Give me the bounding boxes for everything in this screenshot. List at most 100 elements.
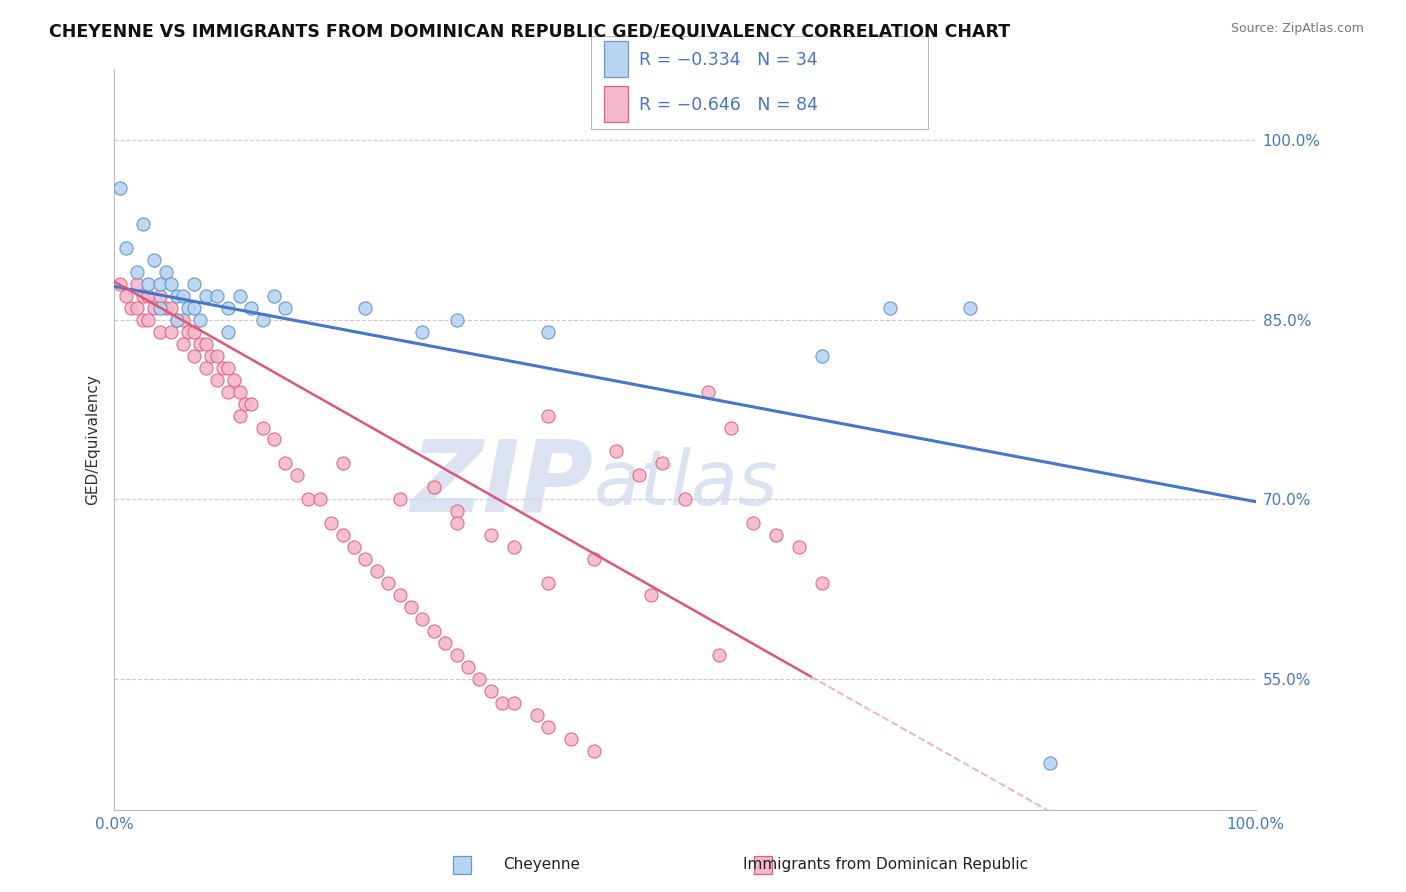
Point <box>537 576 560 591</box>
Point <box>479 528 502 542</box>
Point <box>132 313 155 327</box>
Point <box>252 313 274 327</box>
Point <box>188 336 211 351</box>
Point <box>709 648 731 662</box>
Point <box>696 384 718 399</box>
Point <box>446 313 468 327</box>
Point <box>560 731 582 746</box>
Point <box>132 289 155 303</box>
Bar <box>605 41 627 77</box>
Point <box>125 265 148 279</box>
Point <box>155 265 177 279</box>
Point <box>640 588 662 602</box>
Point <box>308 492 330 507</box>
Point <box>183 349 205 363</box>
Point <box>651 457 673 471</box>
Point <box>491 696 513 710</box>
Point <box>138 277 160 291</box>
Point <box>132 217 155 231</box>
Point <box>194 289 217 303</box>
Point <box>502 696 524 710</box>
Point <box>537 325 560 339</box>
Point <box>183 325 205 339</box>
Point <box>787 540 810 554</box>
Point <box>108 277 131 291</box>
Point <box>125 277 148 291</box>
Point <box>172 289 194 303</box>
Text: R = −0.646   N = 84: R = −0.646 N = 84 <box>640 95 818 113</box>
Point <box>149 301 172 315</box>
Point <box>411 612 433 626</box>
Point <box>468 672 491 686</box>
Point <box>537 409 560 423</box>
Point <box>399 600 422 615</box>
Point <box>160 277 183 291</box>
Point <box>194 336 217 351</box>
Point <box>114 289 136 303</box>
Point <box>354 301 377 315</box>
Point <box>457 660 479 674</box>
Point <box>366 564 388 578</box>
Point <box>742 516 765 531</box>
Point <box>526 707 548 722</box>
Point <box>200 349 222 363</box>
Point <box>160 325 183 339</box>
Point <box>205 349 228 363</box>
Point <box>811 576 834 591</box>
Point <box>217 360 239 375</box>
Point <box>479 683 502 698</box>
Point <box>177 301 200 315</box>
Point <box>377 576 399 591</box>
Point <box>205 289 228 303</box>
Point <box>411 325 433 339</box>
Point <box>229 289 252 303</box>
Point <box>235 396 257 410</box>
Point <box>183 301 205 315</box>
Point <box>332 528 354 542</box>
Point <box>274 301 297 315</box>
Point <box>446 504 468 518</box>
Point <box>177 325 200 339</box>
Point <box>166 313 188 327</box>
Point <box>108 181 131 195</box>
Point <box>720 420 742 434</box>
Point <box>423 624 446 638</box>
Point <box>434 636 457 650</box>
Point <box>446 516 468 531</box>
Point <box>205 373 228 387</box>
Text: Source: ZipAtlas.com: Source: ZipAtlas.com <box>1230 22 1364 36</box>
Point <box>188 313 211 327</box>
Point <box>172 336 194 351</box>
Point <box>811 349 834 363</box>
Point <box>143 301 166 315</box>
Point <box>149 289 172 303</box>
Text: ZIP: ZIP <box>411 435 593 533</box>
Point <box>138 289 160 303</box>
Point <box>222 373 245 387</box>
Point <box>605 444 627 458</box>
Point <box>502 540 524 554</box>
Point <box>166 289 188 303</box>
Point <box>240 301 263 315</box>
Point <box>138 313 160 327</box>
Point <box>446 648 468 662</box>
Point <box>343 540 366 554</box>
Point <box>240 396 263 410</box>
Point <box>217 301 239 315</box>
Point <box>160 301 183 315</box>
Text: CHEYENNE VS IMMIGRANTS FROM DOMINICAN REPUBLIC GED/EQUIVALENCY CORRELATION CHART: CHEYENNE VS IMMIGRANTS FROM DOMINICAN RE… <box>49 22 1011 40</box>
Text: Cheyenne: Cheyenne <box>503 857 579 872</box>
Point <box>673 492 696 507</box>
Bar <box>605 87 627 122</box>
Point <box>332 457 354 471</box>
Point <box>149 277 172 291</box>
Point <box>217 384 239 399</box>
Point <box>172 313 194 327</box>
Point <box>582 552 605 566</box>
Point <box>143 252 166 267</box>
Point <box>879 301 901 315</box>
Point <box>628 468 651 483</box>
Point <box>354 552 377 566</box>
Point <box>388 492 411 507</box>
Point <box>388 588 411 602</box>
